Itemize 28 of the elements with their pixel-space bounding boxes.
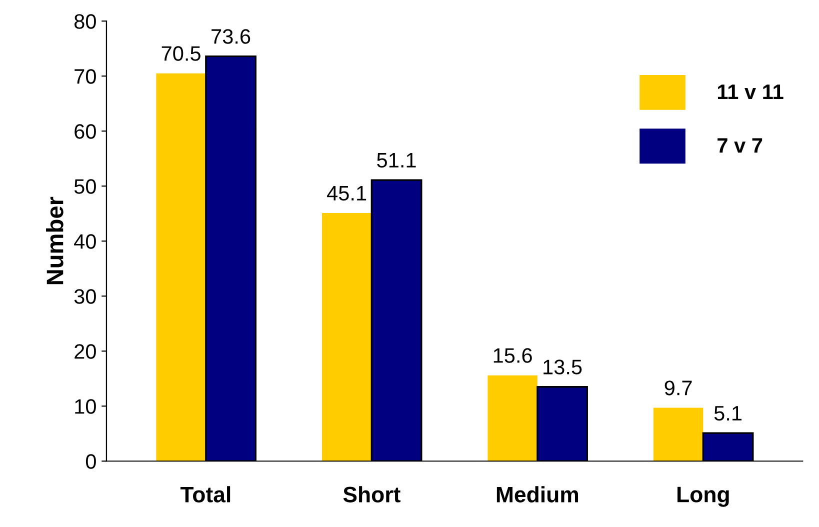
- data-label: 45.1: [327, 186, 366, 201]
- y-tick-label: 70: [74, 69, 96, 84]
- legend-label: 7 v 7: [718, 138, 762, 153]
- bar: [653, 408, 704, 462]
- x-tick-label: Medium: [496, 486, 578, 502]
- y-tick-label: 30: [74, 289, 96, 304]
- x-tick-label: Long: [678, 486, 729, 507]
- bar: [322, 213, 372, 462]
- y-tick-label: 10: [75, 399, 96, 414]
- y-tick-label: 40: [74, 234, 96, 249]
- x-tick-label: Short: [343, 486, 400, 502]
- bar: [156, 73, 206, 462]
- x-tick-label: Total: [180, 486, 230, 502]
- bar: [488, 375, 538, 462]
- data-label: 70.5: [162, 46, 200, 61]
- y-tick-label: 20: [74, 344, 96, 359]
- data-label: 73.6: [212, 29, 250, 44]
- data-label: 9.7: [664, 380, 692, 396]
- data-label: 15.6: [494, 348, 532, 363]
- y-tick-label: 80: [74, 14, 96, 29]
- y-tick-label: 60: [74, 124, 96, 139]
- legend-label: 11 v 11: [718, 84, 784, 99]
- y-tick-label: 50: [74, 179, 96, 194]
- y-tick-label: 0: [86, 454, 96, 469]
- data-label: 5.1: [714, 406, 742, 421]
- data-label: 13.5: [544, 360, 582, 374]
- y-axis-title: Number: [46, 196, 64, 284]
- data-label: 51.1: [377, 153, 416, 168]
